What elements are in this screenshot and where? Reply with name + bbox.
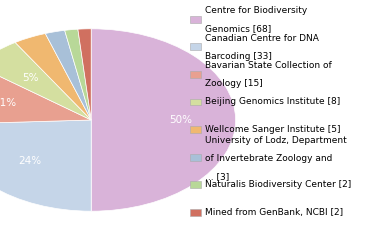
Wedge shape (0, 42, 91, 120)
Text: Centre for Biodiversity: Centre for Biodiversity (205, 6, 307, 15)
Text: of Invertebrate Zoology and: of Invertebrate Zoology and (205, 154, 332, 163)
Text: Bavarian State Collection of: Bavarian State Collection of (205, 61, 332, 71)
Text: 11%: 11% (0, 98, 17, 108)
Wedge shape (65, 29, 91, 120)
Text: 50%: 50% (169, 115, 192, 125)
Bar (190, 43, 201, 50)
Text: Zoology [15]: Zoology [15] (205, 79, 263, 89)
Wedge shape (78, 29, 91, 120)
Wedge shape (0, 65, 91, 124)
Wedge shape (0, 120, 91, 211)
Bar (190, 126, 201, 133)
Bar (190, 99, 201, 105)
Text: Wellcome Sanger Institute [5]: Wellcome Sanger Institute [5] (205, 125, 341, 134)
Text: ... [3]: ... [3] (205, 172, 230, 181)
Text: Genomics [68]: Genomics [68] (205, 24, 271, 33)
Bar (190, 71, 201, 78)
Text: 5%: 5% (23, 73, 39, 83)
Text: Naturalis Biodiversity Center [2]: Naturalis Biodiversity Center [2] (205, 180, 352, 189)
Wedge shape (91, 29, 236, 211)
Wedge shape (45, 30, 91, 120)
Bar (190, 181, 201, 188)
Bar (190, 209, 201, 216)
Bar (190, 154, 201, 161)
Bar (190, 16, 201, 23)
Wedge shape (15, 34, 91, 120)
Text: Mined from GenBank, NCBI [2]: Mined from GenBank, NCBI [2] (205, 208, 343, 217)
Text: Beijing Genomics Institute [8]: Beijing Genomics Institute [8] (205, 97, 340, 107)
Text: Canadian Centre for DNA: Canadian Centre for DNA (205, 34, 319, 43)
Text: University of Lodz, Department: University of Lodz, Department (205, 136, 347, 145)
Text: Barcoding [33]: Barcoding [33] (205, 52, 272, 61)
Text: 24%: 24% (18, 156, 41, 166)
